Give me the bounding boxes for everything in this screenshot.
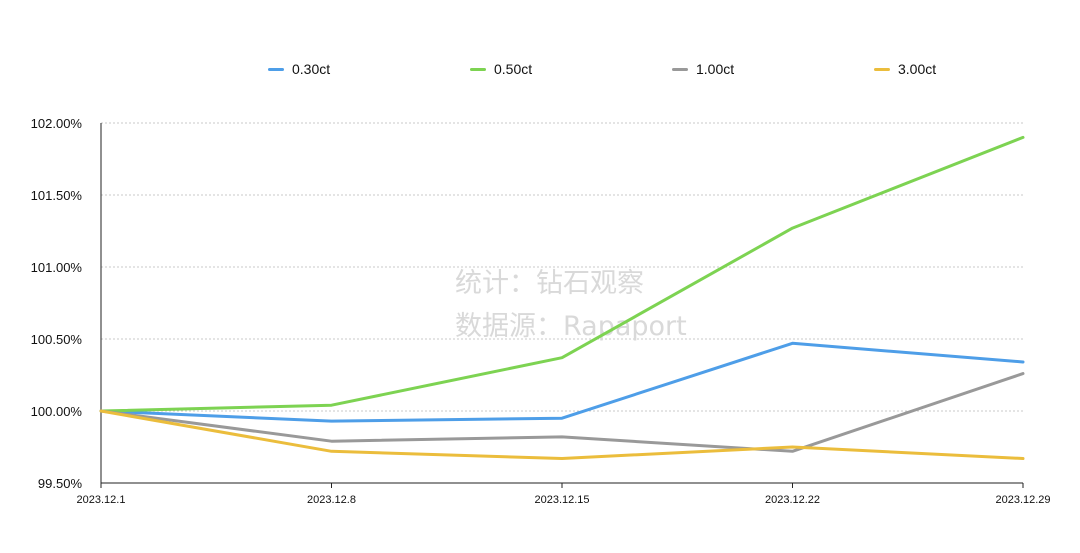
y-tick-label: 100.00% (31, 404, 83, 419)
series-line-3-00ct (99, 409, 1025, 460)
x-tick-label: 2023.12.29 (995, 494, 1050, 506)
y-tick-label: 101.50% (31, 188, 83, 203)
legend-label: 3.00ct (898, 61, 937, 77)
legend-swatch (470, 67, 486, 71)
legend-label: 1.00ct (696, 61, 735, 77)
x-tick-label: 2023.12.1 (77, 494, 126, 506)
legend: 0.30ct 0.50ct 1.00ct 3.00ct (0, 58, 1080, 80)
x-tick-label: 2023.12.22 (765, 494, 820, 506)
x-tick-labels: 2023.12.1 2023.12.8 2023.12.15 2023.12.22 20… (77, 483, 1051, 506)
y-tick-label: 102.00% (31, 116, 83, 131)
legend-swatch (672, 67, 688, 71)
x-tick-label: 2023.12.15 (534, 494, 589, 506)
legend-swatch (874, 67, 890, 71)
y-tick-label: 101.00% (31, 260, 83, 275)
watermark-line: 数据源：Rapaport (455, 311, 687, 342)
series-line-1-00ct (99, 372, 1025, 453)
y-tick-labels: 99.50% 100.00% 100.50% 101.00% 101.50% 102.00… (31, 116, 83, 491)
grid-lines (101, 122, 1023, 412)
y-tick-label: 100.50% (31, 332, 83, 347)
legend-item: 3.00ct (874, 58, 936, 80)
series-line-0-30ct (99, 341, 1025, 423)
legend-item: 1.00ct (672, 58, 734, 80)
legend-item: 0.50ct (470, 58, 532, 80)
legend-label: 0.30ct (292, 61, 331, 77)
y-tick-label: 99.50% (38, 476, 83, 491)
legend-swatch (268, 67, 284, 71)
legend-item: 0.30ct (268, 58, 330, 80)
series-line-0-50ct (99, 135, 1025, 413)
series-lines (99, 135, 1025, 460)
legend-label: 0.50ct (494, 61, 533, 77)
watermark-line: 统计：钻石观察 (455, 268, 644, 299)
x-tick-label: 2023.12.8 (307, 494, 356, 506)
